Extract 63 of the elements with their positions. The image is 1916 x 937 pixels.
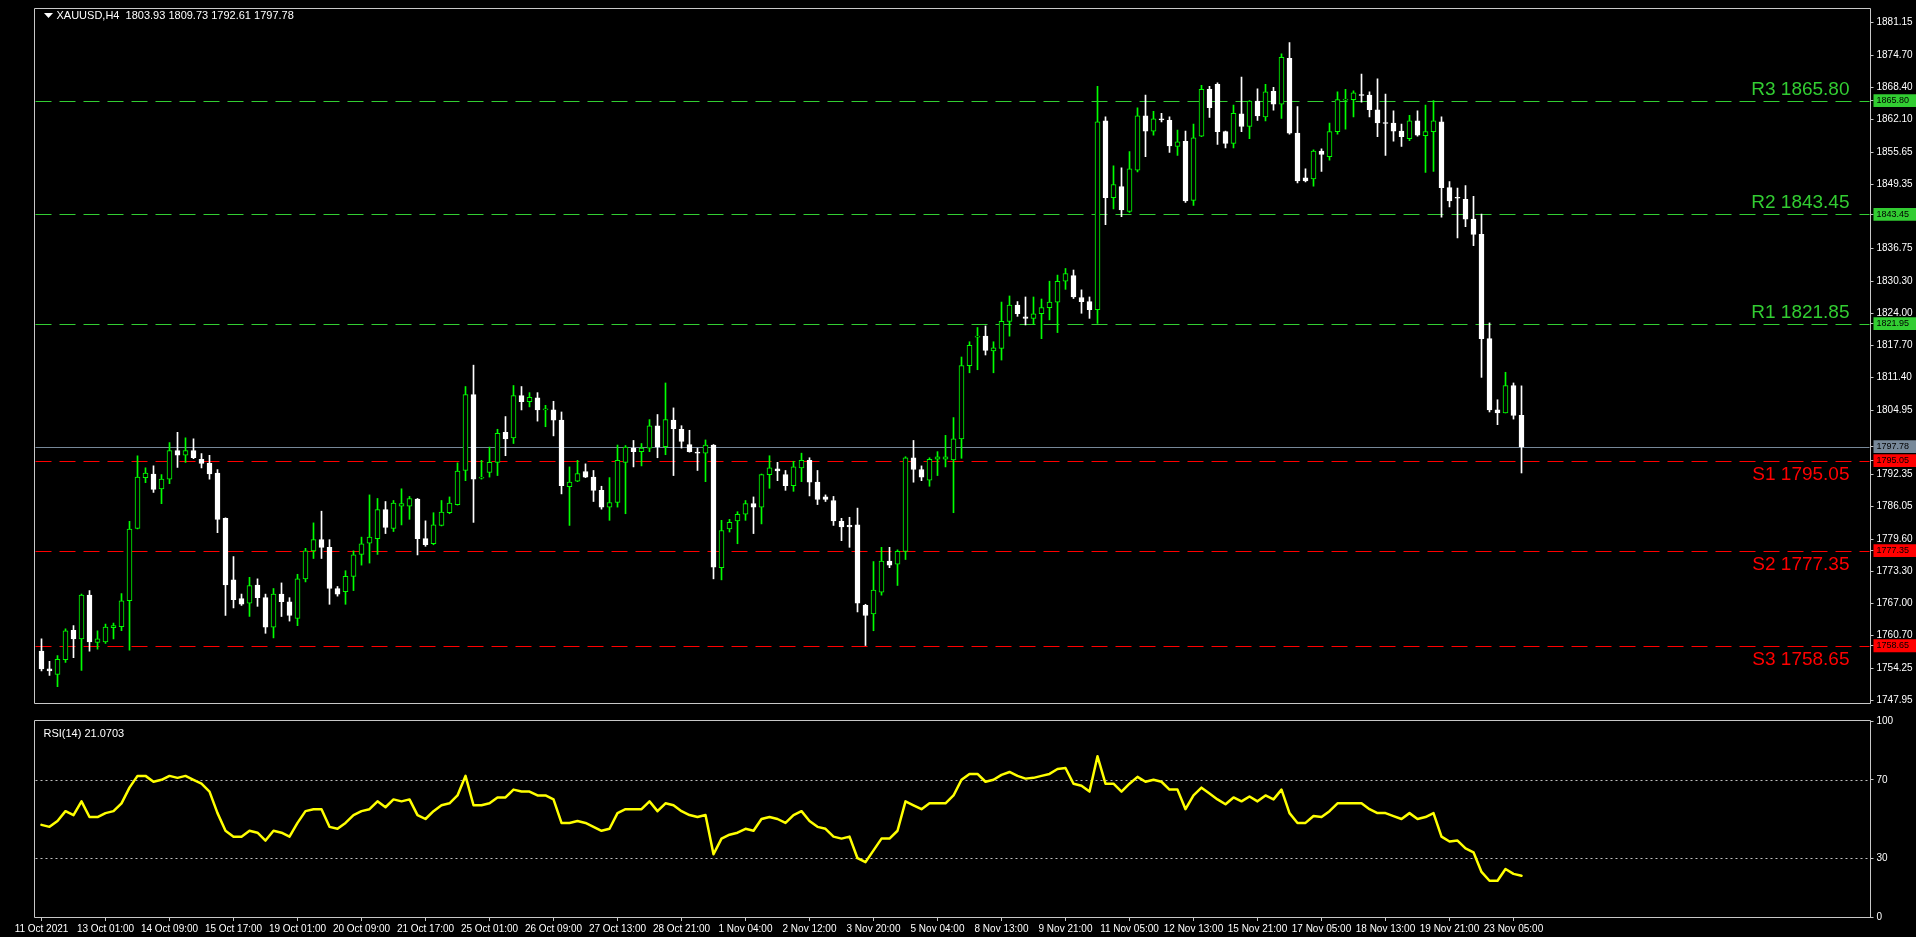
x-tick-label: 19 Nov 21:00	[1419, 922, 1480, 934]
y-tick-label: 1779.60	[1876, 532, 1914, 544]
y-tick-label: 1804.95	[1876, 403, 1914, 415]
x-tick-label: 28 Oct 21:00	[652, 922, 711, 934]
y-tick-label: 1811.40	[1876, 371, 1913, 383]
y-tick-label: 1843.45	[1876, 208, 1910, 219]
text: RSI(14) 21.0703	[43, 727, 125, 740]
y-tick-label: 1786.05	[1876, 500, 1914, 512]
x-tick-label: 19 Oct 01:00	[268, 922, 327, 934]
y-tick-label: 1767.00	[1876, 597, 1914, 609]
y-tick-label: 1874.70	[1876, 49, 1914, 61]
y-tick-label: 0	[1876, 910, 1883, 922]
x-tick-label: 20 Oct 09:00	[332, 922, 391, 934]
x-tick-label: 3 Nov 20:00	[846, 922, 901, 934]
y-tick-label: 1754.25	[1876, 661, 1914, 673]
y-tick-label: 1830.30	[1876, 274, 1914, 286]
x-tick-label: 21 Oct 17:00	[396, 922, 455, 934]
y-tick-label: 1821.95	[1876, 318, 1910, 329]
y-tick-label: 1836.75	[1876, 242, 1914, 254]
y-tick-label: 1797.78	[1876, 441, 1910, 452]
y-tick-label: 1849.35	[1876, 178, 1914, 190]
x-tick-label: 11 Nov 05:00	[1100, 922, 1160, 934]
x-tick-label: 15 Oct 17:00	[204, 922, 263, 934]
y-tick-label: 1868.40	[1876, 81, 1914, 93]
ref-line-label: R3 1865.80	[1751, 78, 1850, 100]
x-tick-label: 5 Nov 04:00	[910, 922, 965, 934]
ref-line-label: S2 1777.35	[1752, 553, 1850, 575]
x-tick-label: 26 Oct 09:00	[524, 922, 583, 934]
x-tick-label: 8 Nov 13:00	[974, 922, 1029, 934]
y-tick-label: 1758.65	[1876, 640, 1910, 651]
y-tick-label: 1792.35	[1876, 468, 1914, 480]
y-tick-label: 1881.15	[1876, 16, 1914, 28]
ref-line-label: R2 1843.45	[1751, 191, 1850, 213]
x-tick-label: 12 Nov 13:00	[1163, 922, 1224, 934]
x-tick-label: 27 Oct 13:00	[588, 922, 647, 934]
y-tick-label: 100	[1876, 714, 1894, 726]
x-tick-label: 18 Nov 13:00	[1355, 922, 1416, 934]
y-tick-label: 1795.05	[1876, 455, 1910, 466]
x-tick-label: 9 Nov 21:00	[1038, 922, 1093, 934]
x-tick-label: 23 Nov 05:00	[1483, 922, 1544, 934]
y-tick-label: 70	[1876, 773, 1889, 785]
x-tick-label: 17 Nov 05:00	[1291, 922, 1352, 934]
y-tick-label: 30	[1876, 851, 1889, 863]
y-tick-label: 1773.30	[1876, 564, 1914, 576]
x-tick-label: 11 Oct 2021	[14, 922, 69, 934]
chart-title: XAUUSD,H4 1803.93 1809.73 1792.61 1797.78	[56, 9, 294, 22]
x-tick-label: 25 Oct 01:00	[460, 922, 519, 934]
x-tick-label: 14 Oct 09:00	[140, 922, 199, 934]
y-tick-label: 1777.35	[1876, 545, 1910, 556]
y-tick-label: 1824.00	[1876, 307, 1914, 319]
x-tick-label: 15 Nov 21:00	[1227, 922, 1288, 934]
x-tick-label: 2 Nov 12:00	[782, 922, 837, 934]
x-tick-label: 1 Nov 04:00	[718, 922, 773, 934]
ref-line-label: S1 1795.05	[1752, 463, 1850, 485]
x-tick-label: 13 Oct 01:00	[76, 922, 135, 934]
ref-line-label: R1 1821.85	[1751, 301, 1850, 323]
y-tick-label: 1865.80	[1876, 95, 1910, 106]
y-tick-label: 1760.70	[1876, 629, 1914, 641]
y-tick-label: 1817.70	[1876, 339, 1914, 351]
y-tick-label: 1747.95	[1876, 693, 1914, 705]
ref-line-label: S3 1758.65	[1752, 648, 1850, 670]
y-tick-label: 1855.65	[1876, 145, 1914, 157]
y-tick-label: 1862.10	[1876, 113, 1914, 125]
